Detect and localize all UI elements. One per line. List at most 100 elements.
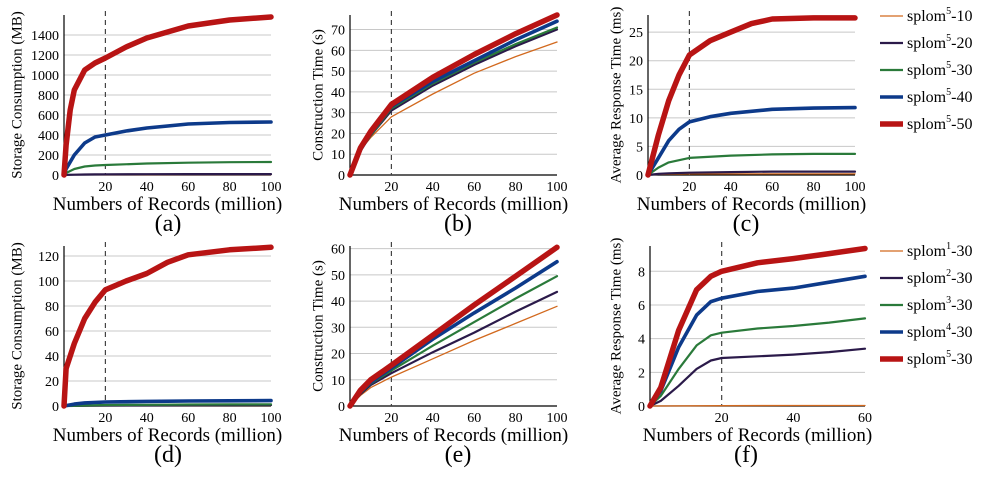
x-tick-label: 20 [682, 180, 696, 195]
x-tick-label: 60 [467, 411, 481, 426]
x-tick-label: 80 [223, 180, 237, 195]
y-tick-label: 0 [338, 169, 345, 184]
y-tick-label: 8 [638, 265, 645, 280]
x-tick-label: 40 [724, 180, 738, 195]
x-tick-label: 60 [181, 180, 195, 195]
x-tick-label: 100 [261, 411, 282, 426]
panel-label: (f) [734, 442, 758, 468]
x-tick-label: 40 [426, 411, 440, 426]
x-tick-label: 40 [786, 411, 800, 426]
y-tick-label: 0 [52, 169, 59, 184]
y-tick-label: 800 [38, 89, 59, 104]
x-tick-label: 20 [98, 180, 112, 195]
series-line-3 [350, 28, 557, 176]
x-tick-label: 20 [384, 180, 398, 195]
series-line-2 [350, 30, 557, 176]
y-tick-label: 10 [629, 112, 643, 127]
x-tick-label: 80 [509, 180, 523, 195]
series-line-3 [350, 276, 557, 406]
x-tick-label: 40 [426, 180, 440, 195]
y-tick-label: 1200 [31, 49, 59, 64]
x-tick-label: 60 [765, 180, 779, 195]
y-tick-label: 4 [638, 333, 645, 348]
axes [64, 246, 271, 406]
y-axis-label: Storage Consumption (MB) [10, 11, 26, 179]
y-tick-label: 40 [331, 86, 345, 101]
y-tick-label: 40 [331, 295, 345, 310]
legend-entry: splom4-30 [907, 322, 972, 341]
panel-label: (a) [155, 211, 182, 237]
x-tick-label: 100 [547, 180, 568, 195]
y-tick-label: 60 [331, 243, 345, 258]
series-line-3 [650, 318, 865, 406]
x-tick-label: 80 [807, 180, 821, 195]
x-tick-label: 60 [858, 411, 872, 426]
y-tick-label: 25 [629, 26, 643, 41]
series-line-2 [64, 174, 271, 175]
y-tick-label: 100 [38, 275, 59, 290]
y-axis-label: Storage Consumption (MB) [10, 242, 26, 410]
legend-entry: splom5-50 [907, 114, 972, 133]
x-tick-label: 60 [467, 180, 481, 195]
panel-label: (c) [733, 211, 760, 237]
legend-entry: splom3-30 [907, 295, 972, 314]
y-tick-label: 70 [331, 24, 345, 39]
panel-label: (e) [445, 442, 472, 468]
y-tick-label: 600 [38, 109, 59, 124]
y-axis-label: Construction Time (s) [311, 260, 327, 392]
x-tick-label: 40 [140, 180, 154, 195]
y-tick-label: 80 [45, 300, 59, 315]
y-tick-label: 0 [636, 169, 643, 184]
y-tick-label: 50 [331, 269, 345, 284]
panel-label: (b) [444, 211, 472, 237]
y-tick-label: 20 [331, 348, 345, 363]
legend-entry: splom5-30 [907, 60, 972, 79]
legend-bottom: splom1-30 splom2-30 splom3-30 splom4-30 splo… [880, 241, 972, 368]
legend-entry: splom5-30 [907, 349, 972, 368]
x-tick-label: 20 [98, 411, 112, 426]
legend-entry: splom5-20 [907, 33, 972, 52]
legend-entry: splom5-40 [907, 87, 972, 106]
y-axis-label: Average Response Time (ms) [609, 7, 625, 184]
series-line-5 [648, 18, 855, 175]
x-tick-label: 100 [261, 180, 282, 195]
x-tick-label: 40 [140, 411, 154, 426]
y-tick-label: 50 [331, 65, 345, 80]
legend-entry: splom2-30 [907, 268, 972, 287]
panel-label: (d) [154, 442, 182, 468]
series-line-4 [350, 21, 557, 175]
y-tick-label: 5 [636, 140, 643, 155]
x-tick-label: 100 [845, 180, 866, 195]
y-tick-label: 0 [338, 400, 345, 415]
series-line-4 [64, 122, 271, 175]
y-tick-label: 60 [331, 44, 345, 59]
legend-top: splom5-10 splom5-20 splom5-30 splom5-40 splo… [880, 6, 972, 133]
y-tick-label: 40 [45, 350, 59, 365]
series-line-1 [350, 42, 557, 175]
x-tick-label: 100 [547, 411, 568, 426]
y-tick-label: 20 [331, 127, 345, 142]
y-tick-label: 20 [629, 55, 643, 70]
y-tick-label: 6 [638, 299, 645, 314]
x-tick-label: 80 [223, 411, 237, 426]
y-tick-label: 0 [638, 400, 645, 415]
y-tick-label: 200 [38, 149, 59, 164]
legend-entry: splom5-10 [907, 6, 972, 25]
y-axis-label: Average Response Time (ms) [609, 238, 625, 415]
y-tick-label: 10 [331, 148, 345, 163]
y-axis-label: Construction Time (s) [311, 29, 327, 161]
y-tick-label: 30 [331, 321, 345, 336]
series-line-2 [650, 349, 865, 406]
x-tick-label: 20 [715, 411, 729, 426]
legend-entry: splom1-30 [907, 241, 972, 260]
y-tick-label: 1000 [31, 69, 59, 84]
y-tick-label: 20 [45, 375, 59, 390]
axes [648, 15, 855, 175]
